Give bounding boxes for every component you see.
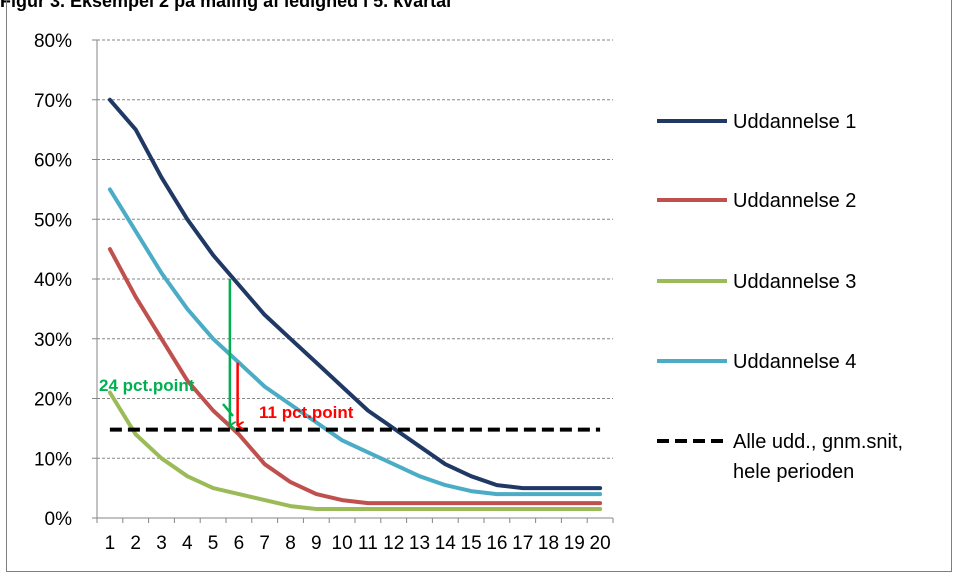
x-tick-label: 19 <box>564 533 585 554</box>
gridlines <box>97 39 613 459</box>
series-line <box>107 390 603 511</box>
page-title: Figur 3. Eksempel 2 på måling af ledighe… <box>0 0 452 11</box>
series-line <box>107 187 603 497</box>
x-tick-label: 10 <box>332 533 353 554</box>
series-line <box>107 97 603 491</box>
y-tick-label: 60% <box>34 151 72 172</box>
legend-label: Uddannelse 2 <box>733 190 856 212</box>
x-tick-label: 20 <box>590 533 611 554</box>
x-tick-label: 18 <box>538 533 559 554</box>
y-tick-label: 30% <box>34 330 72 351</box>
x-tick-label: 15 <box>461 533 482 554</box>
x-tick-label: 1 <box>105 533 116 554</box>
x-tick-label: 17 <box>512 533 533 554</box>
y-tick-label: 20% <box>34 390 72 411</box>
x-tick-label: 14 <box>435 533 457 554</box>
x-tick-label: 8 <box>285 533 296 554</box>
legend-label: Uddannelse 3 <box>733 271 856 293</box>
legend-label: Alle udd., gnm.snit, <box>733 431 903 453</box>
x-tick-label: 13 <box>409 533 430 554</box>
legend: Uddannelse 1 Uddannelse 2 Uddannelse 3 Udda… <box>657 111 903 483</box>
y-tick-label: 70% <box>34 91 72 112</box>
x-tick-label: 5 <box>208 533 219 554</box>
annotations: 24 pct.point 11 pct.point <box>99 279 354 426</box>
legend-label: hele perioden <box>733 461 854 483</box>
y-axis-ticks: 0% 10% 20% 30% 40% 50% 60% 70% 80% <box>34 31 97 530</box>
annotation-label: 24 pct.point <box>99 376 195 395</box>
legend-label: Uddannelse 1 <box>733 111 856 133</box>
y-tick-label: 40% <box>34 270 72 291</box>
x-tick-label: 12 <box>383 533 404 554</box>
x-tick-label: 3 <box>156 533 167 554</box>
x-tick-label: 7 <box>259 533 270 554</box>
x-tick-label: 16 <box>486 533 507 554</box>
x-tick-label: 11 <box>358 533 378 554</box>
line-chart: 0%10%20%30%40%50%60%70%80% 1 2 3 4 5 6 7 8 9 10 11… <box>34 31 903 554</box>
y-tick-label: 0% <box>45 509 73 530</box>
series-lines <box>107 97 603 511</box>
series-line <box>107 247 603 506</box>
legend-label: Uddannelse 4 <box>733 351 856 373</box>
chart-frame: 0% 10% 20% 30% 40% 50% 60% 70% 80% 1 2 3 4 5 6 7 8 9 10 11… <box>6 0 952 572</box>
y-tick-label: 10% <box>34 449 72 470</box>
x-axis-ticks: 1 2 3 4 5 6 7 8 9 10 11 12 13 14 15 16 17 18 19 20 <box>96 518 614 554</box>
x-tick-label: 2 <box>130 533 141 554</box>
x-tick-label: 6 <box>234 533 245 554</box>
x-tick-label: 9 <box>311 533 322 554</box>
annotation-pointer <box>222 403 234 417</box>
annotation-label: 11 pct.point <box>259 403 354 422</box>
y-tick-label: 80% <box>34 31 72 52</box>
y-tick-label: 50% <box>34 210 72 231</box>
x-tick-label: 4 <box>182 533 193 554</box>
